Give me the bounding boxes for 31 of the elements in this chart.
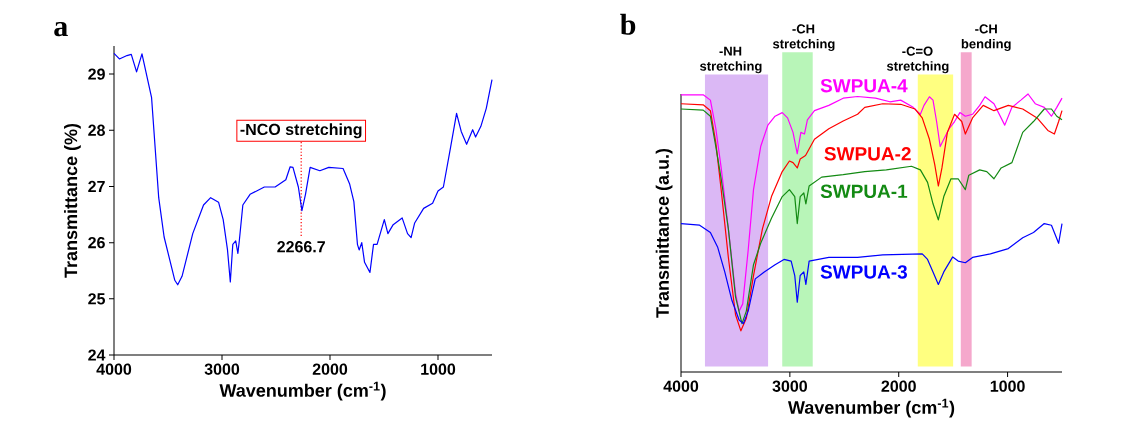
y-axis-title: Transmittance (%) [64, 123, 81, 278]
x-axis-title: Wavenumber (cm$^{-1}$) [787, 398, 955, 418]
y-tick-label: 25 [88, 293, 106, 305]
y-tick-label: 27 [88, 180, 105, 193]
series-label: SWPUA-4 [820, 78, 908, 93]
annotation: -NCO stretching [240, 123, 362, 139]
x-tick-label: 3000 [204, 363, 240, 375]
chart-title: a [54, 21, 68, 37]
ref-line-label: 2266.7 [277, 241, 325, 253]
band-label: -NH stretching [699, 46, 762, 74]
x-tick-label: 4000 [663, 380, 699, 392]
series-label: SWPUA-3 [820, 265, 907, 279]
series-label: SWPUA-1 [820, 184, 908, 199]
chart-title: b [620, 13, 636, 35]
y-tick-label: 24 [88, 349, 106, 361]
band-label: -C=O stretching [886, 46, 949, 74]
x-tick-label: 3000 [772, 380, 807, 392]
y-tick-label: 28 [88, 124, 105, 136]
band-label: -CH stretching [772, 24, 835, 52]
y-axis-title: Transmittance (a.u.) [655, 148, 673, 318]
x-tick-label: 2000 [881, 380, 916, 392]
band-label: -CH bending [961, 24, 1011, 52]
line-series [113, 52, 493, 286]
y-tick-label: 29 [88, 68, 105, 80]
series-label: SWPUA-2 [824, 147, 911, 161]
x-axis-title: Wavenumber (cm$^{-1}$) [219, 381, 386, 401]
x-tick-label: 1000 [421, 363, 456, 375]
x-tick-label: 1000 [990, 380, 1025, 392]
x-tick-label: 2000 [312, 363, 348, 375]
y-tick-label: 26 [88, 236, 105, 249]
x-tick-label: 4000 [96, 363, 132, 375]
